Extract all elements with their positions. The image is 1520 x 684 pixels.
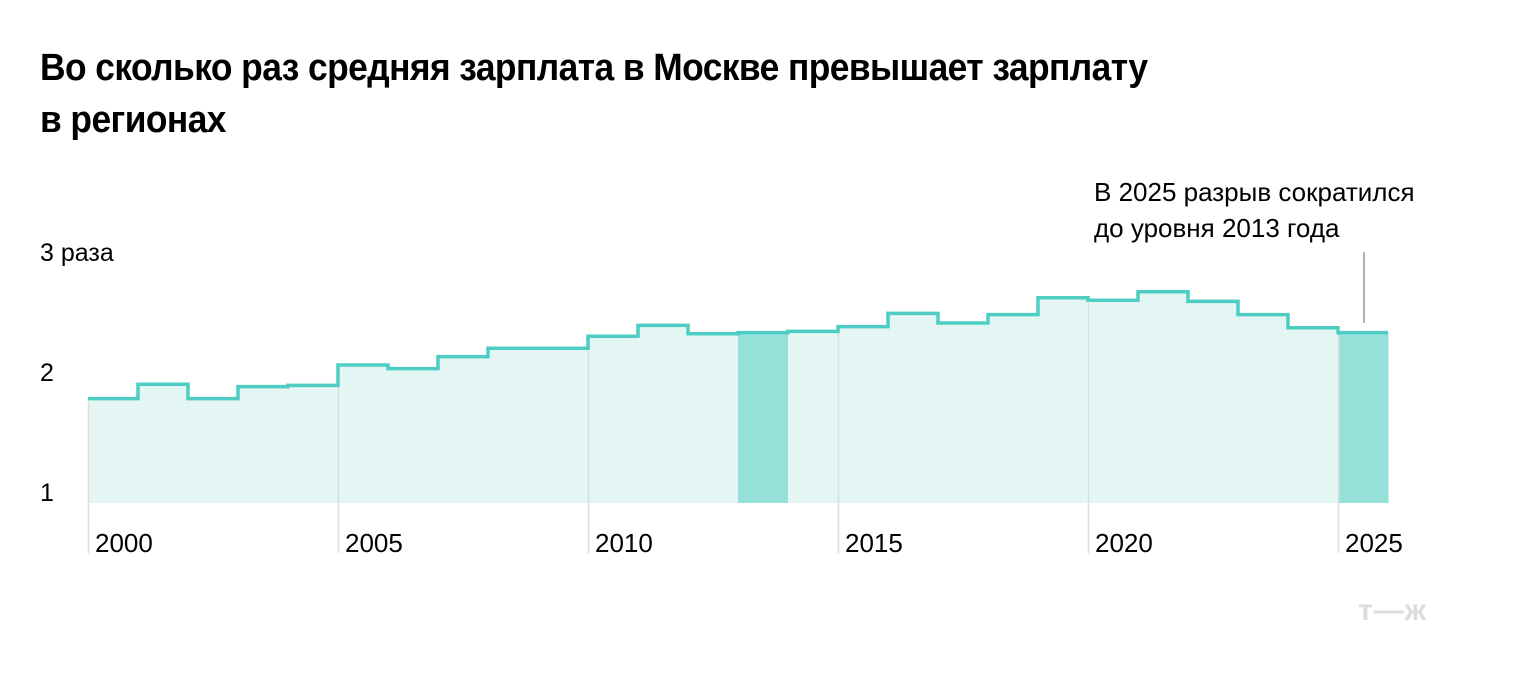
area-fill-2000: [88, 398, 139, 503]
y-axis-label-3: 3 раза: [40, 239, 114, 267]
tzh-logo: т—ж: [1358, 594, 1427, 627]
area-fill-2015: [838, 326, 889, 503]
area-fill-2020: [1088, 300, 1139, 503]
x-axis-label-2005: 2005: [345, 528, 403, 558]
area-fill-2022: [1188, 301, 1239, 503]
x-axis-label-2025: 2025: [1345, 528, 1403, 558]
y-axis-label-2: 2: [40, 359, 54, 387]
area-fill-2009: [538, 348, 589, 503]
area-fill-2019: [1038, 297, 1089, 503]
y-axis-label-1: 1: [40, 479, 54, 507]
chart-title-line-2: в регионах: [40, 99, 226, 141]
area-fill-2021: [1138, 291, 1189, 503]
area-fill-2014: [788, 331, 839, 503]
highlighted-bar-2025: [1338, 332, 1389, 503]
area-fill-2005: [338, 365, 389, 503]
area-fill-2024: [1288, 327, 1339, 503]
highlighted-bar-2013: [738, 332, 789, 503]
area-fill-2002: [188, 398, 239, 503]
area-fill-2006: [388, 368, 439, 503]
x-axis-label-2000: 2000: [95, 528, 153, 558]
area-fill-2008: [488, 348, 539, 503]
area-fill-2001: [138, 384, 189, 503]
area-fill-2010: [588, 336, 639, 503]
step-line: [88, 290, 1388, 401]
area-fill-2011: [638, 325, 689, 503]
annotation-line-1: В 2025 разрыв сократился: [1094, 177, 1415, 207]
area-fill-2018: [988, 314, 1039, 503]
chart-title: Во сколько раз средняя зарплата в Москве…: [40, 42, 1342, 146]
annotation-line-2: до уровня 2013 года: [1094, 213, 1340, 243]
x-axis-label-2010: 2010: [595, 528, 653, 558]
x-axis-label-2015: 2015: [845, 528, 903, 558]
area-fill-2007: [438, 356, 489, 503]
area-fill-2023: [1238, 314, 1289, 503]
area-fill-2012: [688, 333, 739, 503]
area-fill-2003: [238, 386, 289, 503]
area-fill-2017: [938, 323, 989, 503]
chart-title-line-1: Во сколько раз средняя зарплата в Москве…: [40, 47, 1148, 89]
area-fill-2004: [288, 385, 339, 503]
x-axis-label-2020: 2020: [1095, 528, 1153, 558]
area-fill-2016: [888, 313, 939, 503]
annotation-2025: В 2025 разрыв сократился до уровня 2013 …: [1094, 174, 1415, 246]
